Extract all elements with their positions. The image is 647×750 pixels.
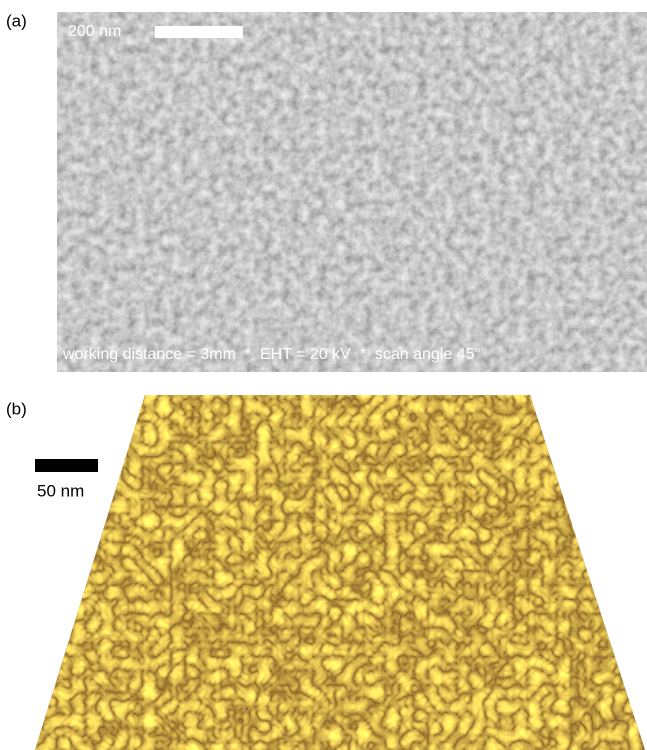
scale-bar-label: 200 nm — [68, 23, 121, 40]
sem-texture — [57, 12, 647, 372]
figure: (a) 200 nm working distance = 3mm * EHT … — [0, 0, 647, 750]
scale-bar — [155, 26, 243, 38]
page: {"panel_a": {"label": "(a)", "scale_bar"… — [0, 0, 647, 750]
panel-label: (a) — [6, 11, 27, 30]
afm-texture — [35, 395, 645, 750]
scale-bar — [35, 459, 98, 472]
afm-image — [35, 395, 645, 750]
image-caption: working distance = 3mm * EHT = 20 kV * s… — [62, 346, 481, 363]
panel-label: (b) — [6, 399, 27, 418]
scale-bar-label: 50 nm — [37, 481, 84, 500]
